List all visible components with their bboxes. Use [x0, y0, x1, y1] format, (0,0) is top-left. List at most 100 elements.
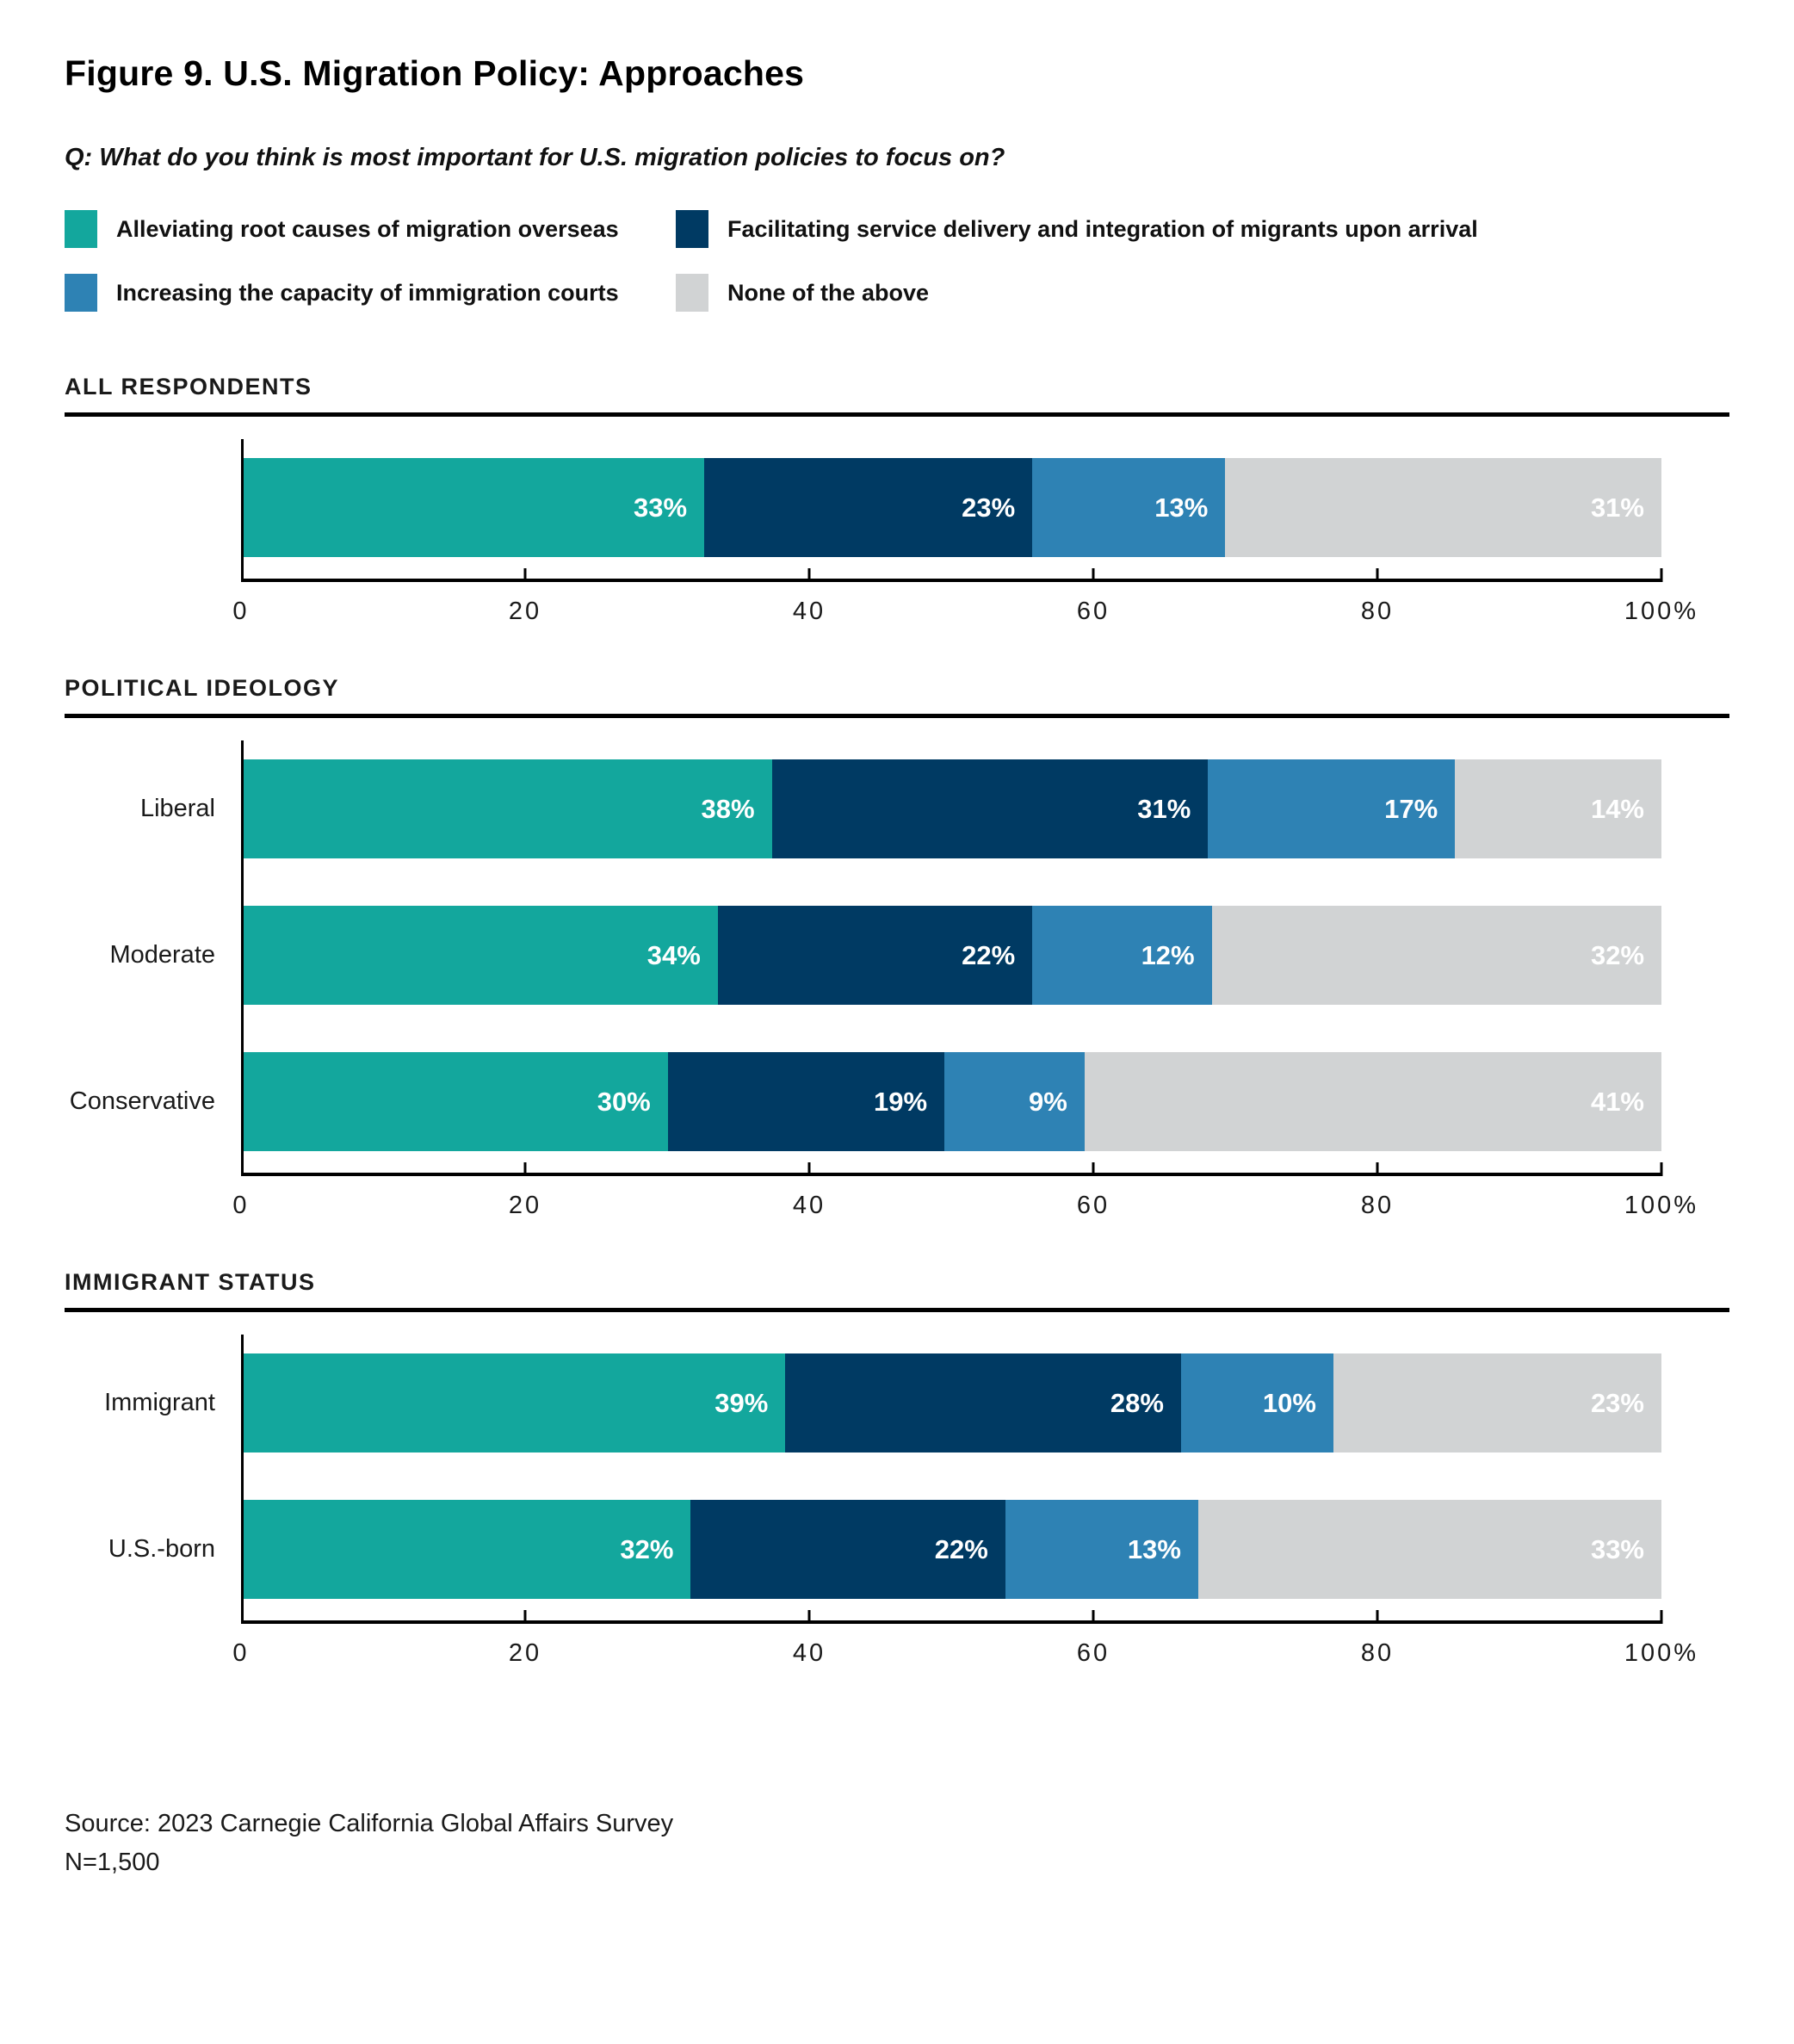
bar-segment: 41% — [1084, 1052, 1661, 1151]
sample-size: N=1,500 — [65, 1848, 160, 1876]
x-axis — [241, 568, 1663, 582]
category-label: Moderate — [109, 941, 215, 969]
category-label: Liberal — [139, 795, 215, 822]
axis-tick-label: 40 — [792, 1639, 826, 1667]
legend-label: Alleviating root causes of migration ove… — [116, 215, 619, 242]
section-heading: POLITICAL IDEOLOGY — [65, 675, 340, 701]
legend-item: None of the above — [676, 274, 1729, 312]
bar-segment: 30% — [241, 1052, 668, 1151]
section-immigrant-status: IMMIGRANT STATUS Immigrant 39% 28% 10% 23% U.… — [65, 1269, 1729, 1675]
bar-segment: 10% — [1180, 1353, 1333, 1452]
bar-segment: 22% — [717, 906, 1033, 1005]
category-label: Conservative — [69, 1087, 215, 1115]
section-political-ideology: POLITICAL IDEOLOGY Liberal 38% 31% 17% 14% Mo… — [65, 675, 1729, 1228]
legend-label: None of the above — [727, 279, 930, 306]
bar-segment: 23% — [704, 458, 1033, 557]
value-label: 31% — [1590, 492, 1644, 523]
section-heading: ALL RESPONDENTS — [65, 374, 312, 400]
bar-segment: 32% — [1211, 906, 1662, 1005]
bar-row: Immigrant 39% 28% 10% 23% — [65, 1353, 1729, 1452]
value-label: 41% — [1590, 1086, 1644, 1117]
stacked-bar: 32% 22% 13% 33% — [241, 1500, 1661, 1599]
x-axis-labels: 0 20 40 60 80 100% — [232, 1192, 1696, 1228]
chart-plot: Liberal 38% 31% 17% 14% Moderate 34% 22% 12% 32% C… — [65, 740, 1729, 1176]
stacked-bar: 39% 28% 10% 23% — [241, 1353, 1661, 1452]
bar-row: Conservative 30% 19% 9% 41% — [65, 1052, 1729, 1151]
value-label: 32% — [1590, 939, 1645, 970]
bar-segment: 22% — [690, 1500, 1005, 1599]
bar-segment: 33% — [241, 458, 705, 557]
value-label: 22% — [934, 1533, 988, 1564]
axis-tick — [807, 568, 811, 582]
axis-tick-label: 100% — [1624, 1192, 1699, 1219]
x-axis-labels: 0 20 40 60 80 100% — [232, 598, 1696, 634]
value-label: 34% — [646, 939, 701, 970]
category-label: U.S.-born — [108, 1535, 215, 1563]
bar-segment: 28% — [785, 1353, 1181, 1452]
axis-tick-label: 40 — [792, 598, 826, 625]
value-label: 12% — [1141, 939, 1195, 970]
stacked-bar: 34% 22% 12% 32% — [241, 906, 1662, 1005]
axis-tick — [1092, 568, 1095, 582]
value-label: 22% — [962, 939, 1016, 970]
axis-tick-label: 80 — [1360, 1639, 1395, 1667]
axis-tick-label: 60 — [1076, 1192, 1110, 1219]
legend: Alleviating root causes of migration ove… — [65, 210, 1729, 312]
value-label: 14% — [1590, 793, 1644, 824]
axis-tick-label: 20 — [508, 598, 542, 625]
chart-plot: Immigrant 39% 28% 10% 23% U.S.-born 32% 22% 13% 3… — [65, 1335, 1729, 1624]
value-label: 13% — [1154, 492, 1209, 523]
bar-segment: 32% — [241, 1500, 691, 1599]
section-heading: IMMIGRANT STATUS — [65, 1269, 316, 1295]
value-label: 33% — [1590, 1533, 1644, 1564]
legend-item: Increasing the capacity of immigration c… — [65, 274, 676, 312]
bar-segment: 33% — [1197, 1500, 1661, 1599]
axis-tick-label: 60 — [1076, 1639, 1110, 1667]
stacked-bar: 38% 31% 17% 14% — [241, 759, 1661, 858]
value-label: 13% — [1127, 1533, 1181, 1564]
chart-plot: 33% 23% 13% 31% — [65, 439, 1729, 582]
stacked-bar: 33% 23% 13% 31% — [241, 458, 1661, 557]
bar-segment: 13% — [1032, 458, 1226, 557]
bar-segment: 17% — [1208, 759, 1456, 858]
category-label: Immigrant — [104, 1389, 215, 1416]
axis-tick-label: 60 — [1076, 598, 1110, 625]
bar-segment: 9% — [944, 1052, 1085, 1151]
axis-tick — [807, 1162, 811, 1176]
axis-tick — [1660, 568, 1663, 582]
bar-row: U.S.-born 32% 22% 13% 33% — [65, 1500, 1729, 1599]
axis-tick — [1376, 1162, 1379, 1176]
axis-tick-label: 0 — [232, 1639, 250, 1667]
value-label: 32% — [620, 1533, 674, 1564]
source-text: Source: 2023 Carnegie California Global … — [65, 1810, 674, 1837]
axis-tick-label: 0 — [232, 598, 250, 625]
legend-label: Facilitating service delivery and integr… — [727, 215, 1478, 242]
section-divider — [65, 714, 1729, 718]
figure-page: Figure 9. U.S. Migration Policy: Approac… — [65, 53, 1729, 1876]
category-label — [65, 458, 241, 557]
stacked-bar: 30% 19% 9% 41% — [241, 1052, 1661, 1151]
value-label: 10% — [1262, 1387, 1316, 1418]
bar-segment: 31% — [1225, 458, 1661, 557]
axis-tick — [523, 568, 527, 582]
bar-segment: 31% — [771, 759, 1209, 858]
value-label: 9% — [1028, 1086, 1067, 1117]
value-label: 38% — [701, 793, 755, 824]
survey-question: Q: What do you think is most important f… — [65, 144, 1005, 171]
bar-row: Liberal 38% 31% 17% 14% — [65, 759, 1729, 858]
axis-tick-label: 80 — [1360, 1192, 1395, 1219]
bar-row: 33% 23% 13% 31% — [65, 458, 1729, 557]
axis-tick-label: 20 — [508, 1192, 542, 1219]
axis-tick — [523, 1610, 527, 1624]
legend-swatch-icon — [65, 274, 97, 312]
legend-swatch-icon — [676, 210, 708, 248]
legend-item: Facilitating service delivery and integr… — [676, 210, 1729, 248]
legend-swatch-icon — [676, 274, 708, 312]
bar-row: Moderate 34% 22% 12% 32% — [65, 906, 1729, 1005]
axis-tick-label: 80 — [1360, 598, 1395, 625]
legend-label: Increasing the capacity of immigration c… — [116, 279, 619, 306]
bar-segment: 23% — [1333, 1353, 1661, 1452]
section-all-respondents: ALL RESPONDENTS 33% 23% 13% 31% 0 20 40 60 80 10… — [65, 374, 1729, 634]
value-label: 28% — [1110, 1387, 1164, 1418]
rows: 33% 23% 13% 31% — [65, 439, 1729, 579]
